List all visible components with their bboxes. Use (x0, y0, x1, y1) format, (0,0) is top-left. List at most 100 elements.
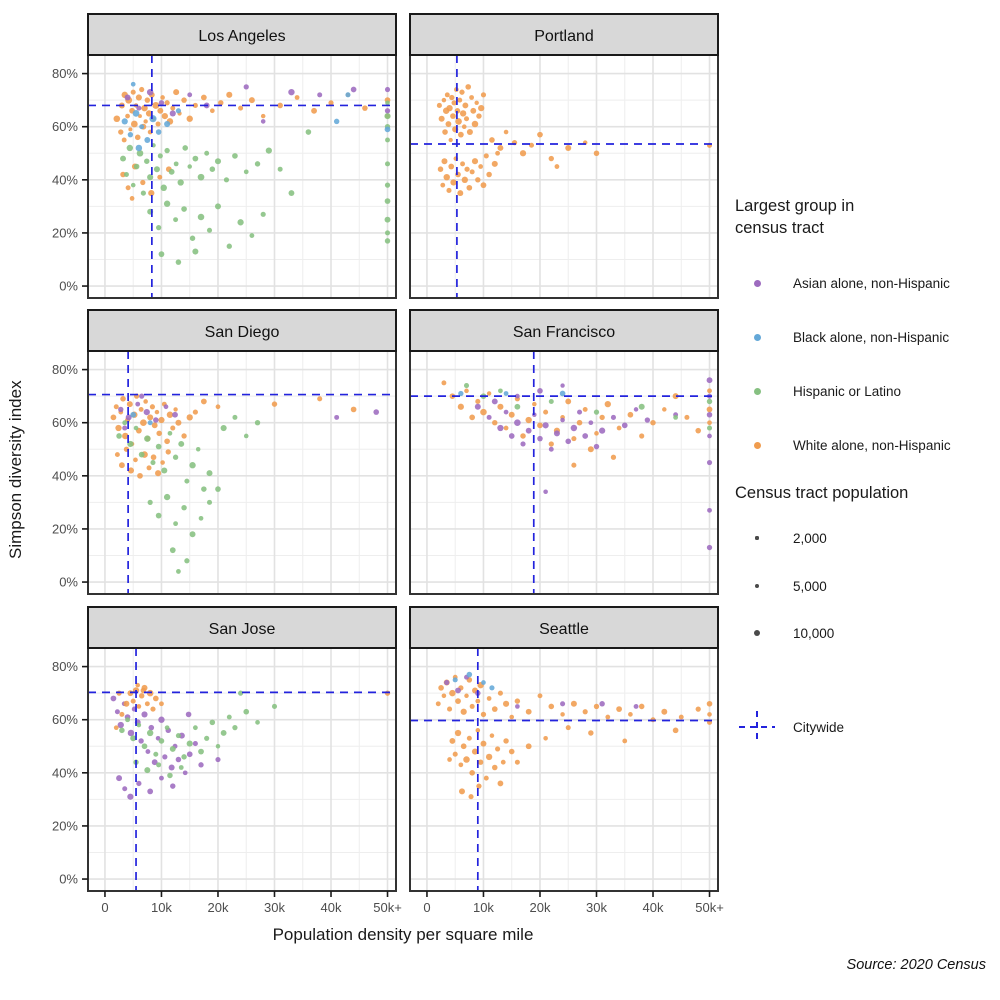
data-point (627, 411, 634, 418)
x-tick-label: 50k+ (373, 900, 402, 915)
black-swatch-icon (753, 333, 761, 341)
data-point (172, 454, 179, 460)
data-point (204, 735, 210, 741)
data-point (153, 166, 160, 173)
data-point (151, 759, 158, 766)
data-point (118, 462, 125, 469)
data-point (599, 701, 605, 707)
data-point (139, 124, 145, 130)
data-point (158, 100, 165, 106)
data-point (560, 701, 566, 707)
data-point (707, 507, 712, 513)
size-10000-swatch-icon (753, 629, 761, 637)
data-point (384, 126, 391, 133)
data-point (684, 414, 690, 420)
data-point (215, 756, 221, 763)
data-point (130, 120, 138, 128)
data-point (192, 741, 198, 747)
data-point (163, 200, 171, 207)
data-point (466, 671, 473, 678)
legend-label-size-10000: 10,000 (793, 625, 835, 641)
data-point (141, 711, 148, 718)
data-point (599, 427, 606, 434)
data-point (125, 717, 131, 723)
data-point (141, 104, 148, 112)
data-point (474, 100, 479, 106)
data-point (182, 145, 189, 151)
data-point (159, 701, 164, 707)
hispanic-key-box (735, 387, 779, 395)
data-point (206, 227, 213, 233)
data-point (604, 400, 611, 408)
data-point (457, 131, 464, 138)
data-point (127, 793, 134, 800)
data-point (136, 704, 142, 709)
data-point (560, 383, 565, 388)
legend-item-hispanic: Hispanic or Latino (735, 379, 901, 403)
data-point (147, 788, 154, 795)
data-point (500, 759, 506, 765)
data-point (198, 515, 204, 521)
data-point (152, 695, 159, 702)
data-point (469, 95, 475, 100)
data-point (706, 406, 713, 413)
data-point (497, 690, 503, 696)
data-point (454, 729, 462, 737)
data-point (214, 158, 222, 165)
data-point (155, 470, 162, 477)
x-tick-label: 20k (207, 900, 228, 915)
y-tick-label: 0% (59, 279, 78, 294)
data-point (477, 759, 484, 765)
size-10000-key-box (735, 629, 779, 637)
panel-background (88, 648, 396, 891)
data-point (192, 725, 198, 731)
x-axis-title: Population density per square mile (272, 925, 534, 944)
data-point (457, 97, 463, 103)
data-point (328, 100, 334, 106)
data-point (160, 95, 165, 100)
data-point (125, 185, 131, 191)
data-point (294, 95, 300, 100)
data-point (565, 398, 572, 405)
source-note: Source: 2020 Census (846, 957, 986, 973)
data-point (587, 446, 594, 453)
data-point (449, 738, 456, 744)
data-point (441, 158, 448, 165)
data-point (155, 129, 162, 135)
y-tick-label: 60% (52, 712, 78, 727)
data-point (145, 110, 153, 117)
data-point (475, 398, 481, 405)
data-point (485, 753, 493, 761)
data-point (548, 446, 554, 452)
y-tick-label: 20% (52, 521, 78, 536)
data-point (138, 451, 145, 458)
data-point (200, 398, 207, 405)
data-point (147, 414, 154, 421)
data-point (489, 733, 495, 738)
data-point (113, 404, 119, 410)
data-point (170, 425, 176, 431)
data-point (384, 238, 391, 244)
data-point (150, 454, 157, 461)
data-point (192, 248, 199, 255)
data-point (152, 101, 160, 109)
data-point (464, 166, 470, 172)
data-point (136, 105, 142, 111)
panel-los-angeles (87, 54, 397, 299)
data-point (156, 430, 162, 437)
data-point (438, 115, 445, 122)
data-point (384, 108, 391, 114)
data-point (605, 714, 611, 720)
data-point (181, 97, 187, 103)
data-point (447, 757, 452, 762)
data-point (384, 216, 391, 223)
data-point (638, 703, 645, 710)
data-point (288, 88, 295, 96)
data-point (461, 176, 469, 184)
data-point (173, 89, 180, 96)
data-point (146, 729, 154, 737)
data-point (136, 722, 142, 728)
data-point (168, 764, 175, 771)
data-point (249, 233, 255, 238)
data-point (243, 708, 250, 715)
